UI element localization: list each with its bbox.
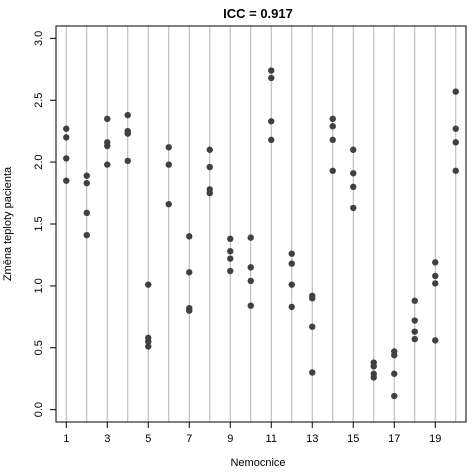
data-point: [104, 142, 111, 150]
y-tick-label: 1.5: [33, 216, 45, 231]
x-tick-label: 5: [145, 433, 151, 445]
data-point: [309, 323, 316, 330]
data-point: [63, 177, 70, 184]
data-point: [329, 167, 336, 174]
y-axis-label: Změna teploty pacienta: [2, 166, 14, 281]
y-tick-label: 2.0: [33, 154, 45, 169]
y-axis: 0.0 0.5 1.0 1.5 2.0 2.5 3.0: [33, 31, 56, 417]
x-axis-label: Nemocnice: [230, 457, 285, 469]
data-point: [309, 295, 316, 302]
data-point: [411, 297, 418, 304]
data-point: [206, 146, 213, 153]
data-point: [186, 269, 193, 276]
data-point: [227, 248, 234, 255]
x-tick-label: 13: [306, 433, 318, 445]
data-point: [83, 172, 90, 179]
data-point: [104, 115, 111, 123]
x-tick-label: 19: [429, 433, 441, 445]
x-tick-label: 17: [388, 433, 400, 445]
data-point: [370, 363, 377, 370]
data-point: [83, 209, 90, 217]
data-point: [124, 111, 131, 119]
data-point: [145, 343, 152, 350]
data-point: [370, 374, 377, 381]
x-tick-label: 1: [63, 433, 69, 445]
data-point: [63, 155, 70, 162]
data-point: [124, 130, 131, 137]
data-point: [432, 272, 439, 280]
y-tick-label: 1.0: [33, 278, 45, 293]
y-tick-label: 3.0: [33, 31, 45, 46]
data-point: [63, 125, 70, 132]
y-tick-label: 0.5: [33, 340, 45, 355]
data-point: [247, 302, 254, 309]
data-point: [145, 338, 152, 345]
data-point: [288, 303, 295, 311]
data-point: [452, 167, 459, 174]
data-point: [268, 67, 275, 74]
x-tick-label: 3: [104, 433, 110, 445]
data-point: [329, 115, 336, 123]
data-point: [165, 144, 172, 151]
data-point: [186, 307, 193, 314]
data-point: [452, 139, 459, 146]
vertical-grid: [65, 26, 457, 422]
y-tick-label: 2.5: [33, 93, 45, 108]
x-tick-label: 7: [186, 433, 192, 445]
data-point: [432, 259, 439, 266]
data-point: [350, 170, 357, 177]
data-point: [268, 118, 275, 125]
data-point: [411, 335, 418, 343]
data-point: [350, 146, 357, 153]
data-point: [186, 233, 193, 240]
x-tick-label: 9: [227, 433, 233, 445]
data-point: [350, 204, 357, 212]
data-point: [432, 280, 439, 287]
x-tick-label: 11: [266, 433, 277, 445]
data-point: [350, 183, 357, 191]
x-tick-label: 15: [347, 433, 359, 445]
data-point: [104, 161, 111, 168]
data-point: [411, 328, 418, 335]
data-point: [452, 88, 459, 95]
data-point: [268, 136, 275, 144]
y-tick-label: 0.0: [33, 402, 45, 417]
data-point: [391, 392, 398, 400]
data-point: [206, 163, 213, 171]
data-point: [411, 317, 418, 324]
data-point: [227, 235, 234, 243]
data-point: [432, 337, 439, 344]
data-point: [227, 267, 234, 275]
data-point: [288, 250, 295, 257]
data-point: [227, 255, 234, 262]
chart-title: ICC = 0.917: [223, 6, 293, 21]
data-point: [288, 281, 295, 288]
data-point: [268, 74, 275, 82]
data-point: [329, 123, 336, 130]
data-point: [247, 277, 254, 285]
data-point: [247, 264, 254, 271]
data-point: [452, 125, 459, 132]
data-point: [63, 134, 70, 141]
data-point: [309, 369, 316, 376]
data-point: [165, 161, 172, 168]
data-point: [247, 234, 254, 241]
x-axis: 1 3 5 7 9 11 13 15 17 19: [63, 422, 441, 445]
plot-frame: [55, 25, 467, 423]
data-point: [329, 136, 336, 144]
data-point: [165, 201, 172, 208]
data-point: [206, 189, 213, 197]
data-point: [124, 157, 131, 165]
data-point: [83, 231, 90, 239]
data-point: [391, 351, 398, 359]
data-points: [63, 67, 459, 400]
data-point: [288, 260, 295, 267]
data-point: [145, 281, 152, 288]
data-point: [83, 179, 90, 187]
data-point: [391, 370, 398, 377]
